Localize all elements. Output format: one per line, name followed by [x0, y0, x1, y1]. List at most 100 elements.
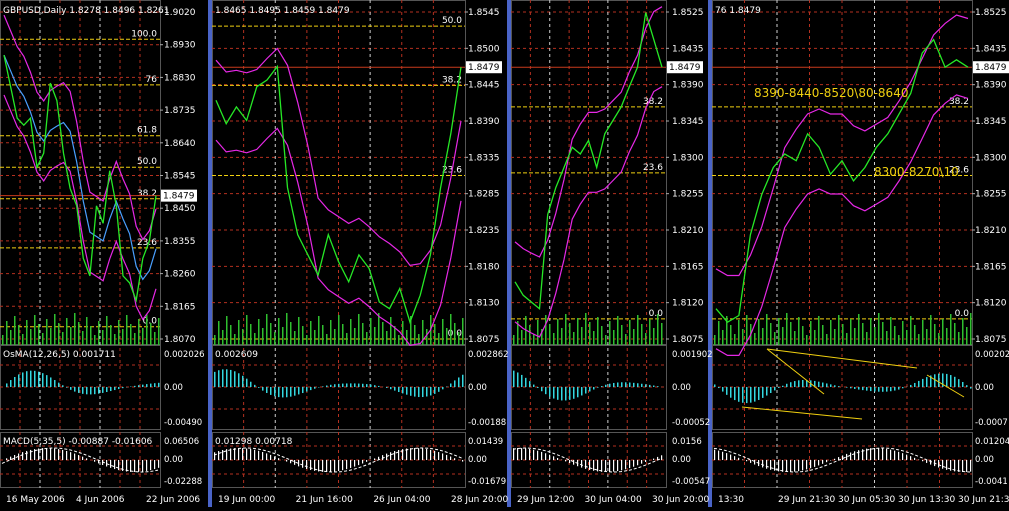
macd-bar [962, 460, 963, 472]
volume-bar [342, 324, 344, 345]
price-tick-label: 1.8525 [672, 8, 704, 18]
macd-bar [142, 460, 143, 472]
volume-bar [625, 334, 627, 345]
osma-bar [46, 375, 48, 387]
macd-bar [621, 460, 622, 470]
osma-bar [838, 386, 840, 387]
osma-bar [274, 387, 276, 396]
macd-bar [262, 452, 263, 460]
macd-bar [450, 456, 451, 460]
osma-bar [42, 373, 44, 387]
osma-bar [294, 387, 296, 396]
macd-bar [629, 460, 630, 468]
fib-level-label: 50.0 [137, 157, 157, 167]
volume-bar [609, 321, 611, 345]
volume-bar [938, 333, 940, 345]
macd-bar [910, 456, 911, 460]
volume-bar [282, 327, 284, 345]
volume-bar [22, 334, 24, 345]
macd-bar [318, 460, 319, 471]
volume-bar [6, 321, 8, 345]
osma-bar [430, 387, 432, 395]
macd-bar [738, 458, 739, 460]
macd-bar [930, 460, 931, 465]
macd-bar [114, 460, 115, 469]
osma-bar [782, 386, 784, 387]
macd-bar [110, 460, 111, 468]
osma-bar [890, 387, 892, 391]
volume-bar [641, 324, 643, 345]
osma-bar [422, 387, 424, 397]
volume-bar [290, 322, 292, 345]
osma-bar [870, 387, 872, 391]
osma-bar [746, 387, 748, 403]
macd-bar [726, 453, 727, 460]
macd-bar [354, 460, 355, 467]
volume-bar [902, 321, 904, 345]
macd-bar [581, 460, 582, 468]
osma-bar [898, 387, 900, 390]
macd-bar [569, 460, 570, 463]
macd-bar [810, 460, 811, 468]
volume-bar [890, 317, 892, 345]
macd-bar [410, 448, 411, 460]
osma-bar [537, 387, 539, 388]
osma-bar [230, 370, 232, 387]
macd-bar [238, 448, 239, 460]
time-axis-label: 26 Jun 04:00 [373, 495, 430, 505]
osma-bar [254, 385, 256, 387]
volume-bar [601, 326, 603, 345]
osma-bar [394, 387, 396, 391]
current-price-label: 1.8479 [669, 63, 701, 73]
volume-bar [46, 319, 48, 345]
volume-bar [158, 318, 160, 345]
osma-bar [954, 377, 956, 387]
osma-bar [533, 385, 535, 387]
macd-bar [782, 460, 783, 472]
volume-bar [722, 330, 724, 345]
osma-bar [734, 387, 736, 400]
volume-bar [946, 328, 948, 345]
volume-bar [434, 324, 436, 345]
macd-bar [414, 448, 415, 460]
macd-bar [545, 453, 546, 460]
macd-bar [322, 460, 323, 472]
macd-bar [633, 460, 634, 467]
osma-bar [86, 387, 88, 394]
osma-bar [418, 387, 420, 397]
osma-bar [557, 387, 559, 400]
price-tick-label: 1.8445 [468, 81, 500, 91]
osma-bar [106, 387, 108, 392]
subpanel-border [213, 1, 466, 345]
time-axis-label: 13:30 [718, 495, 744, 505]
volume-bar [830, 320, 832, 345]
price-tick-label: 1.8390 [672, 81, 704, 91]
macd-bar [22, 452, 23, 460]
volume-bar [18, 325, 20, 345]
macd-bar [222, 450, 223, 460]
osma-bar [569, 387, 571, 400]
volume-bar [882, 322, 884, 345]
fib-level-label: 76 [146, 75, 158, 85]
osma-bar [226, 369, 228, 387]
osma-bar [66, 387, 68, 388]
volume-bar [914, 325, 916, 345]
macd-bar [134, 460, 135, 472]
osma-bar [410, 387, 412, 396]
osma-bar [641, 384, 643, 387]
osma-bar [290, 387, 292, 397]
volume-bar [234, 334, 236, 345]
osma-bar [454, 380, 456, 387]
osma-bar [102, 387, 104, 393]
volume-bar [82, 331, 84, 345]
volume-bar [734, 334, 736, 345]
macd-bar [966, 460, 967, 472]
volume-bar [597, 317, 599, 345]
osma-bar [858, 387, 860, 390]
macd-bar [814, 460, 815, 467]
volume-bar [605, 335, 607, 345]
price-tick-label: 1.8075 [468, 335, 500, 345]
macd-bar [434, 451, 435, 460]
price-tick-label: 1.8075 [975, 335, 1007, 345]
volume-bar [258, 319, 260, 345]
